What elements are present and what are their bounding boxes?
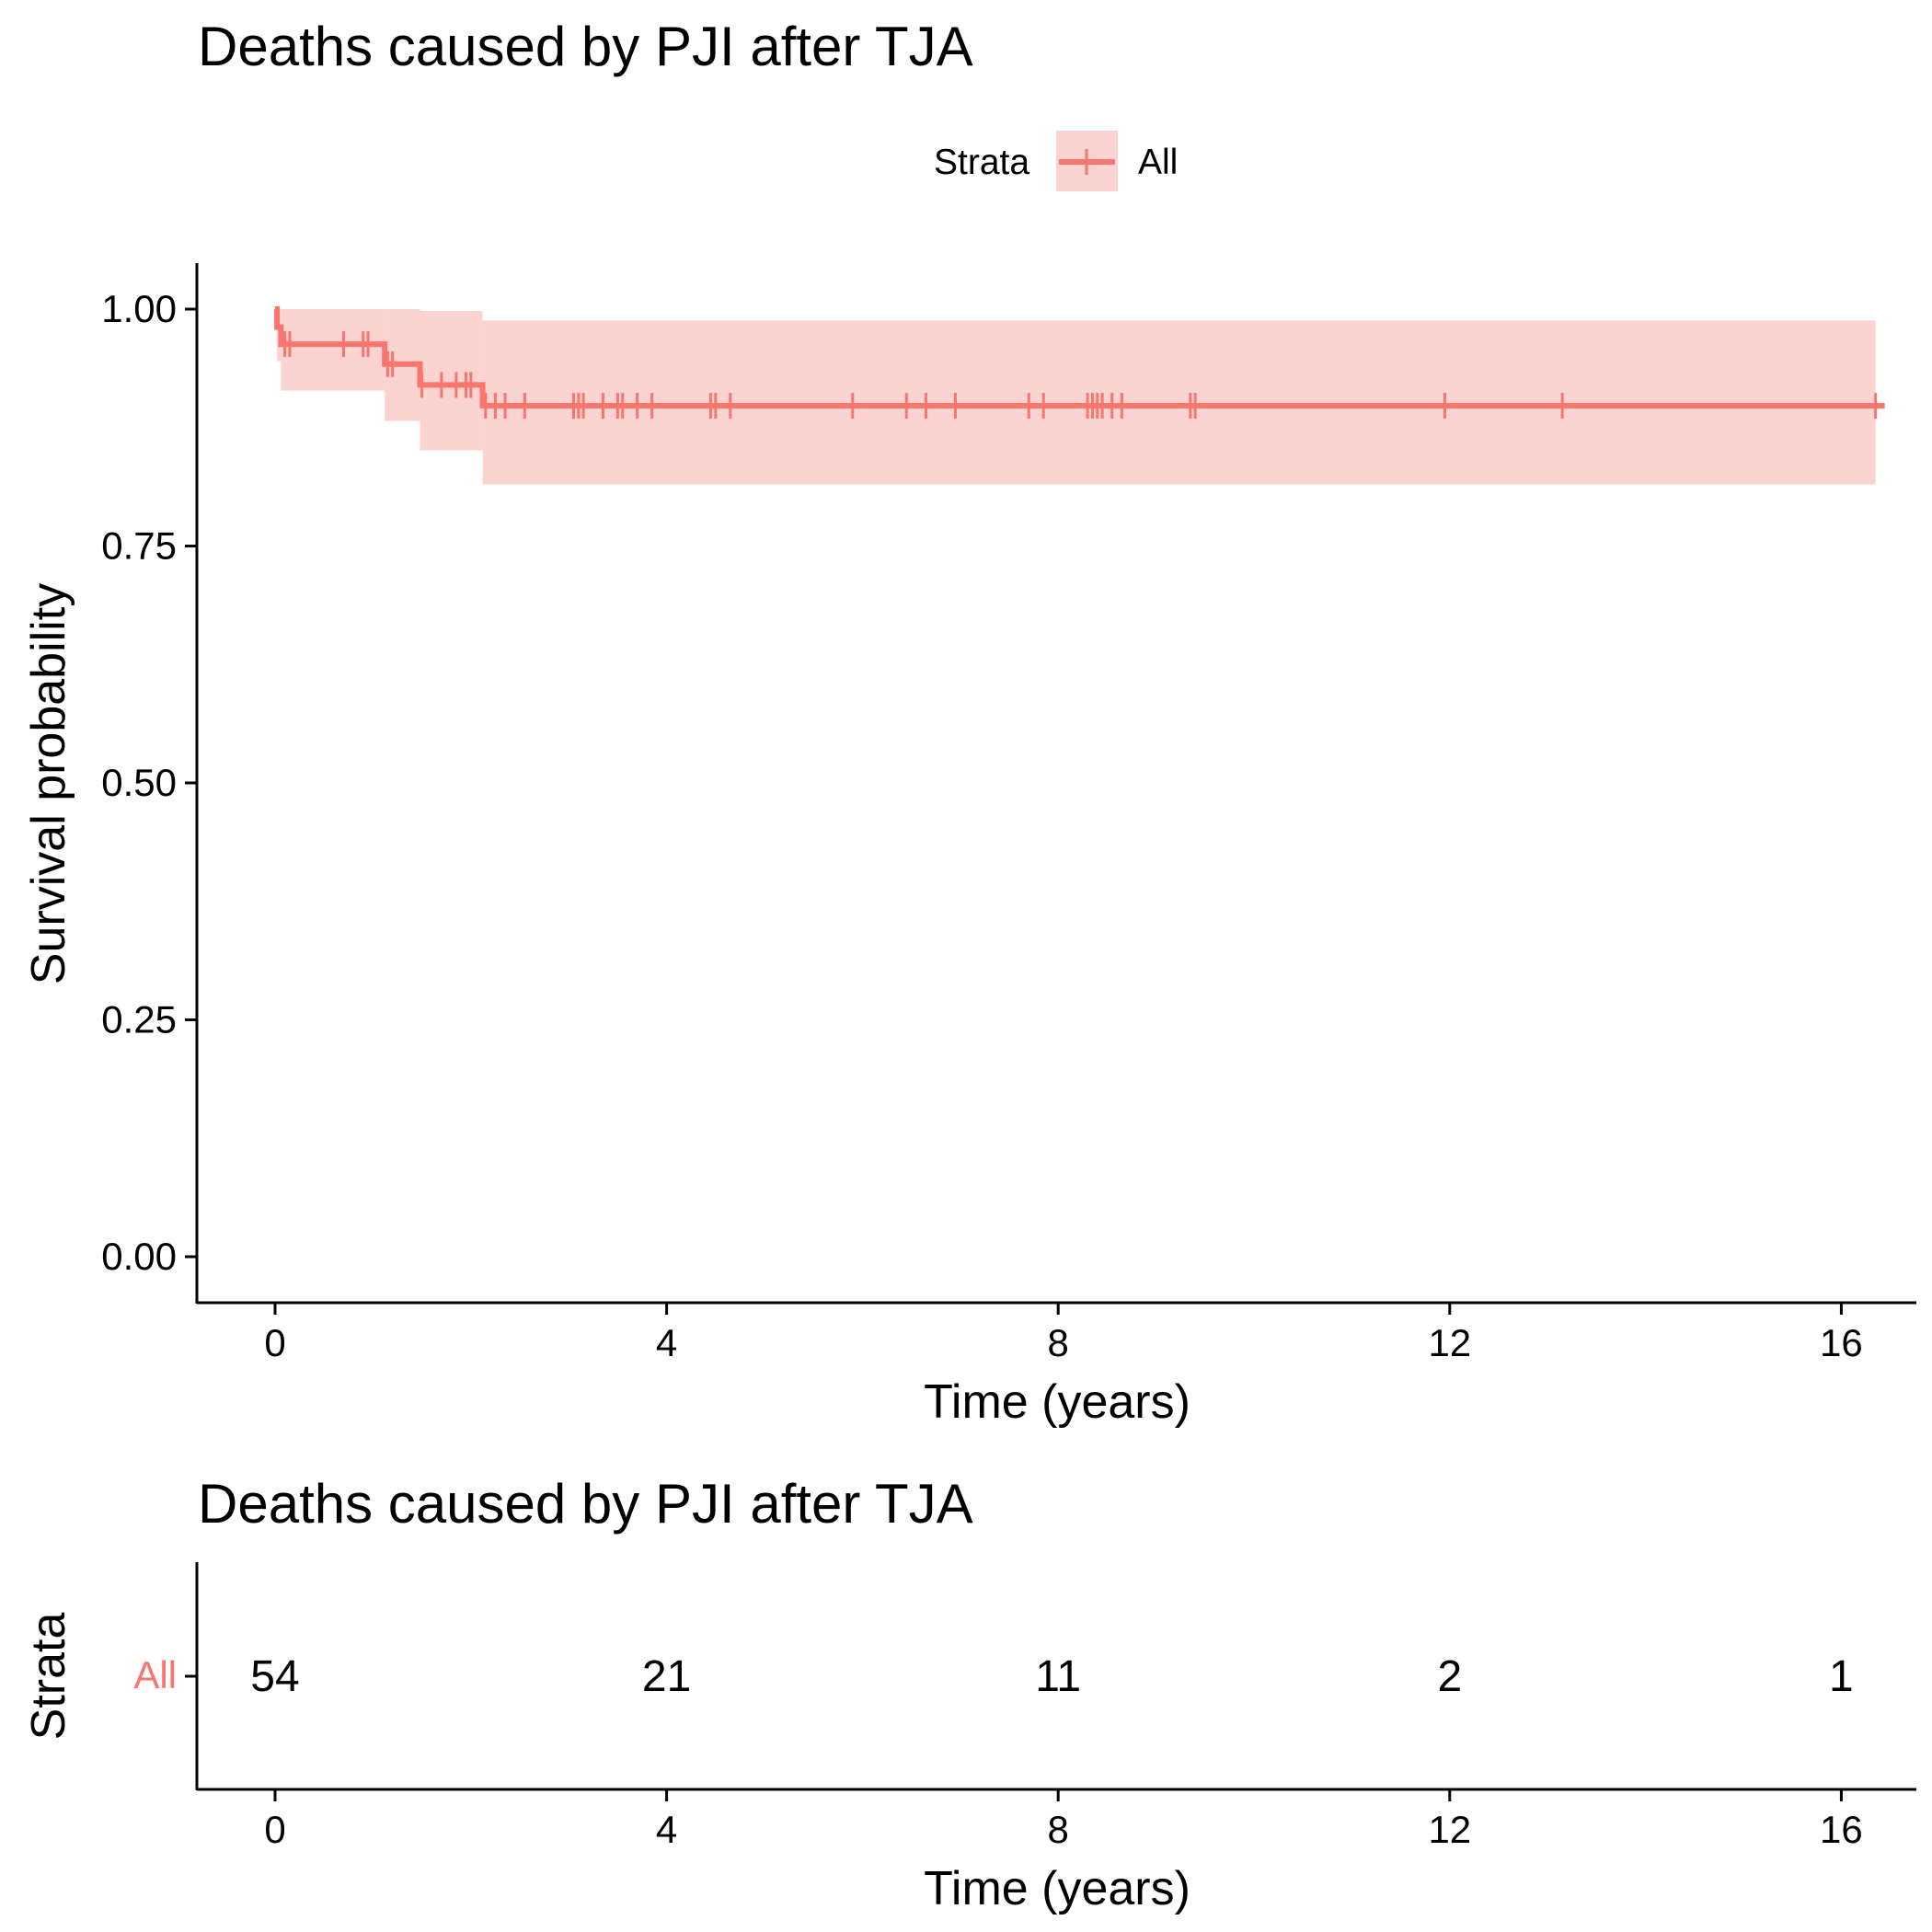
x-tick-label: 16 [1820, 1321, 1863, 1364]
x-tick-label: 0 [264, 1321, 285, 1364]
y-tick-label: 0.50 [101, 761, 177, 804]
legend-entry-all: All [1138, 143, 1178, 182]
y-axis-label: Survival probability [22, 583, 75, 984]
ci-band-segment [482, 320, 1876, 485]
risk-table-y-axis-label: Strata [22, 1613, 75, 1741]
risk-table-x-tick-label: 0 [264, 1808, 285, 1851]
risk-table-value: 54 [250, 1652, 299, 1701]
risk-table-x-axis-label: Time (years) [924, 1862, 1190, 1915]
risk-table-value: 1 [1829, 1652, 1854, 1701]
risk-table-x-axis-ticks: 0 4 8 12 16 [264, 1789, 1863, 1851]
risk-table-value: 21 [642, 1652, 691, 1701]
risk-table-x-tick-label: 12 [1428, 1808, 1471, 1851]
risk-table-value: 2 [1437, 1652, 1462, 1701]
risk-table-x-tick-label: 8 [1048, 1808, 1069, 1851]
censor-marks [283, 331, 1878, 420]
legend: Strata All [934, 131, 1178, 191]
x-axis-label: Time (years) [924, 1375, 1190, 1429]
confidence-band [277, 309, 1876, 485]
x-tick-label: 12 [1428, 1321, 1471, 1364]
y-tick-label: 0.75 [101, 524, 177, 568]
survival-curve-line [274, 306, 1885, 409]
y-tick-label: 1.00 [101, 287, 177, 330]
risk-table-title: Deaths caused by PJI after TJA [198, 1473, 973, 1535]
y-tick-label: 0.00 [101, 1235, 177, 1278]
risk-table-value: 11 [1035, 1652, 1081, 1701]
x-axis-ticks: 0 4 8 12 16 [264, 1303, 1863, 1364]
risk-table-x-tick-label: 16 [1820, 1808, 1863, 1851]
risk-table-x-tick-label: 4 [656, 1808, 677, 1851]
legend-title: Strata [934, 143, 1029, 182]
survival-curve [274, 306, 1885, 409]
y-tick-label: 0.25 [101, 998, 177, 1041]
risk-table-values: 54 21 11 2 1 [250, 1652, 1853, 1701]
risk-table-strata-label-all: All [133, 1653, 177, 1696]
survival-plot-area [274, 306, 1885, 485]
x-tick-label: 8 [1048, 1321, 1069, 1364]
ci-band-segment [420, 311, 483, 451]
y-axis-ticks: 0.00 0.25 0.50 0.75 1.00 [101, 287, 197, 1278]
x-tick-label: 4 [656, 1321, 677, 1364]
survival-chart-title: Deaths caused by PJI after TJA [198, 16, 973, 77]
